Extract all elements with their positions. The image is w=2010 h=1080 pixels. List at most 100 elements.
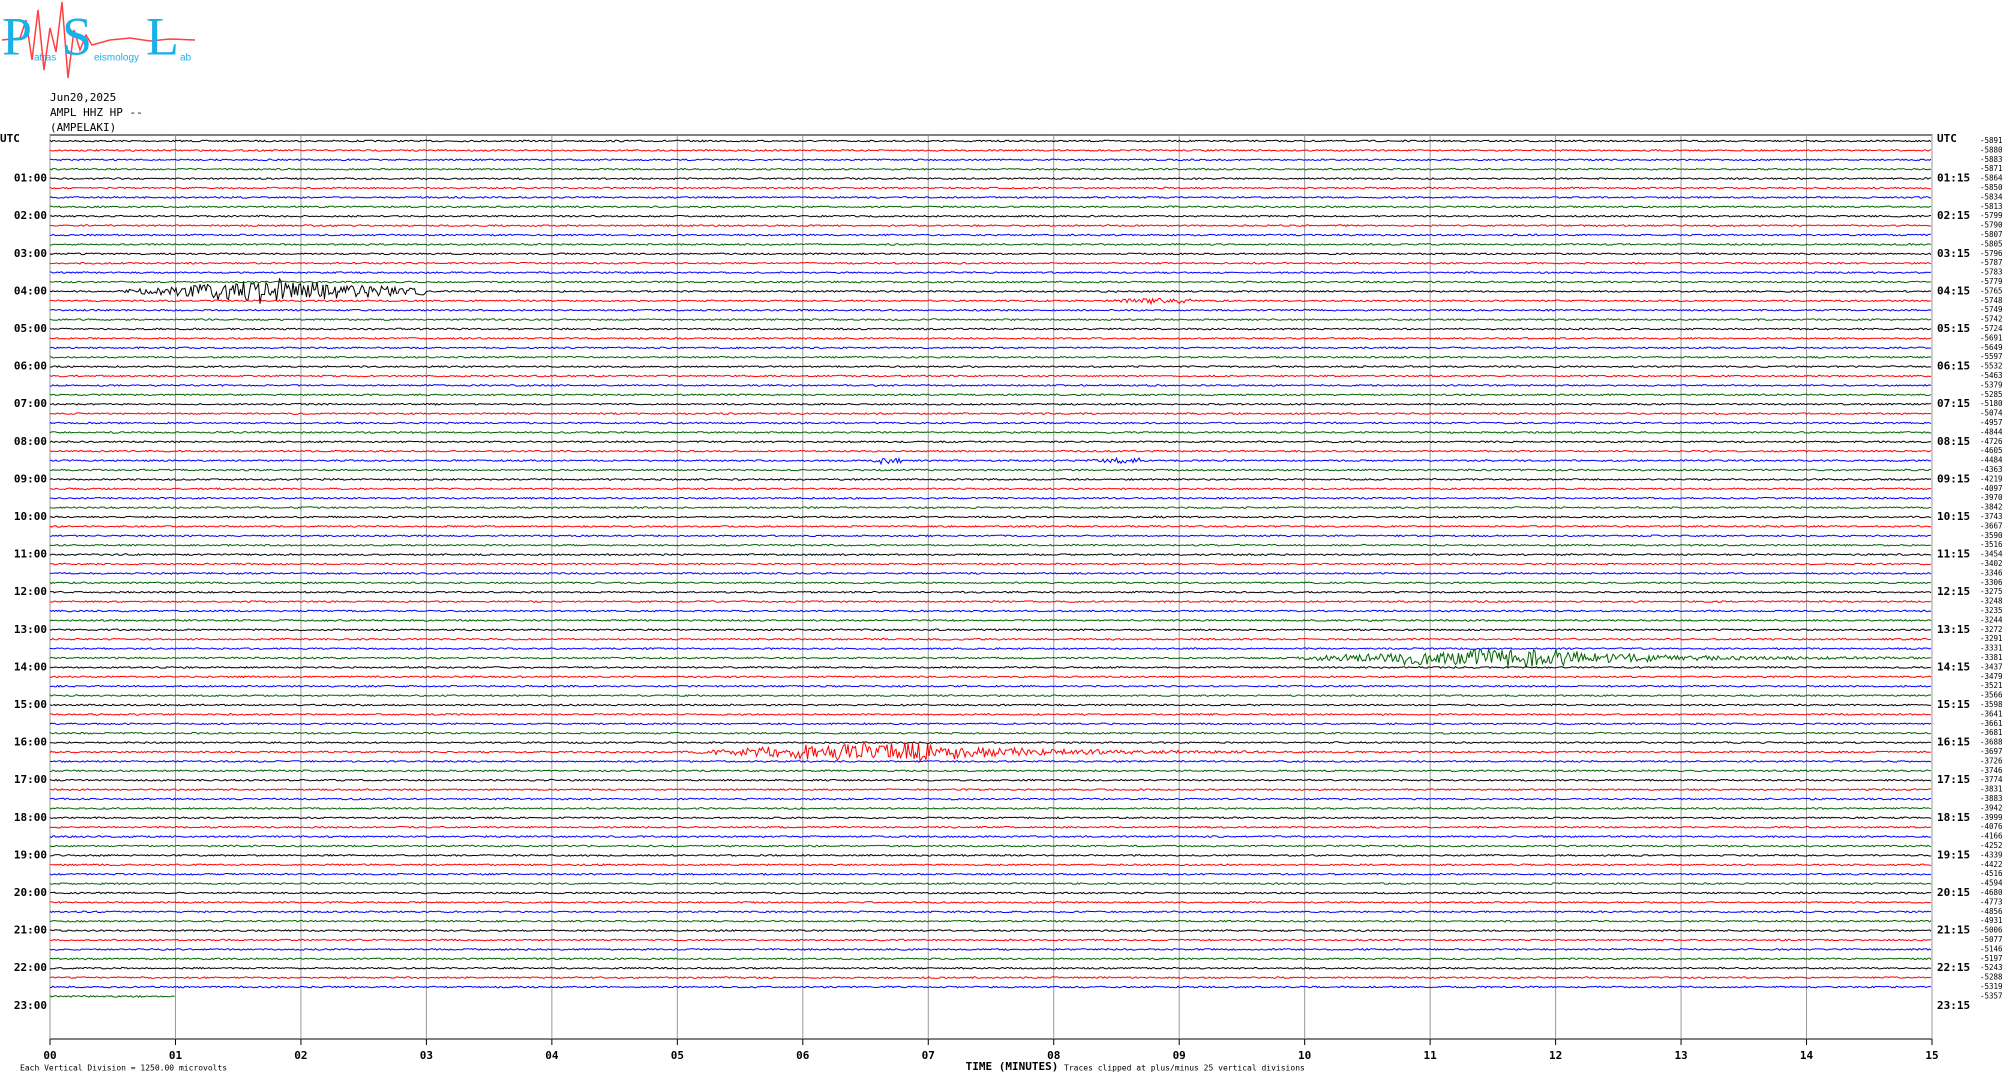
logo: P atras S eismology L ab [2,2,195,78]
trace-offset: -3235 [1980,606,2003,615]
trace [50,497,1931,499]
trace-offset: -4680 [1980,888,2003,897]
trace-offset: -5180 [1980,399,2003,408]
trace-offset: -3641 [1980,709,2003,718]
row-label-left: 16:00 [14,736,47,749]
trace [50,648,1931,650]
trace [50,949,1931,951]
x-tick-label: 11 [1424,1049,1438,1062]
trace [50,328,1931,330]
trace [50,986,1931,988]
row-label-right: 22:15 [1937,961,1970,974]
trace-offset: -5597 [1980,352,2003,361]
clip-note: Traces clipped at plus/minus 25 vertical… [1064,1064,1305,1073]
trace-offset: -5288 [1980,973,2003,982]
trace-offset: -3381 [1980,653,2003,662]
trace [50,620,1931,622]
trace [50,996,175,998]
row-label-left: 02:00 [14,209,47,222]
trace [50,140,1931,142]
row-label-right: 12:15 [1937,585,1970,598]
trace [50,309,1931,311]
row-label-right: 03:15 [1937,247,1970,260]
trace-offset: -4363 [1980,465,2003,474]
trace-offset: -5749 [1980,305,2003,314]
trace [50,967,1931,969]
trace [50,911,1931,913]
trace-offset: -3454 [1980,550,2003,559]
trace [50,385,1931,387]
row-label-left: 20:00 [14,886,47,899]
trace-offset: -3746 [1980,766,2003,775]
trace [50,591,1931,593]
trace-offset: -3331 [1980,644,2003,653]
x-tick-label: 01 [169,1049,183,1062]
trace [50,649,1931,668]
trace-offset: -5243 [1980,963,2003,972]
trace [50,441,1931,443]
trace [50,272,1931,274]
trace-offset: -5379 [1980,380,2003,389]
trace [50,469,1931,471]
x-tick-label: 03 [420,1049,433,1062]
trace [50,892,1931,894]
x-tick-label: 14 [1800,1049,1814,1062]
trace-offset: -3970 [1980,493,2003,502]
trace [50,150,1931,152]
trace-offset: -4219 [1980,474,2003,483]
x-tick-label: 09 [1173,1049,1186,1062]
trace [50,638,1931,640]
trace-offset: -3774 [1980,775,2003,784]
trace-offset: -3291 [1980,634,2003,643]
trace-offset: -5285 [1980,390,2003,399]
trace [50,855,1931,857]
trace-offset: -4252 [1980,841,2003,850]
trace [50,347,1931,349]
row-label-left: 08:00 [14,435,47,448]
trace-offset: -5813 [1980,202,2003,211]
trace-offset: -3437 [1980,662,2003,671]
trace-offset: -4726 [1980,437,2003,446]
x-tick-label: 07 [922,1049,935,1062]
trace-offset: -4594 [1980,879,2003,888]
trace [50,770,1931,772]
trace [50,977,1931,979]
trace [50,742,1931,761]
trace-offset: -3681 [1980,728,2003,737]
trace [50,742,1931,744]
row-label-right: 07:15 [1937,397,1970,410]
trace [50,159,1931,161]
trace-offset: -4166 [1980,832,2003,841]
row-label-left: 23:00 [14,999,47,1012]
trace-offset: -3697 [1980,747,2003,756]
trace [50,394,1931,396]
row-label-right: 17:15 [1937,773,1970,786]
trace-offset: -3521 [1980,681,2003,690]
trace-offset: -3248 [1980,597,2003,606]
trace [50,761,1931,763]
row-label-left: 03:00 [14,247,47,260]
logo-letter: L [146,6,179,66]
trace-offset: -4484 [1980,456,2003,465]
trace-offset: -5146 [1980,944,2003,953]
trace-offset: -3688 [1980,738,2003,747]
trace [50,479,1931,481]
trace [50,685,1931,687]
trace [50,507,1931,509]
trace-offset: -4422 [1980,860,2003,869]
trace [50,563,1931,565]
trace [50,413,1931,415]
trace [50,215,1931,217]
trace [50,554,1931,556]
trace [50,864,1931,866]
station: AMPL HHZ HP -- [50,106,143,119]
trace-offset: -5891 [1980,136,2003,145]
trace-offset: -3598 [1980,700,2003,709]
trace [50,704,1931,706]
row-label-left: 18:00 [14,811,47,824]
trace [50,253,1931,255]
trace [50,458,1931,464]
trace [50,187,1931,189]
x-tick-label: 00 [43,1049,56,1062]
trace [50,817,1931,819]
